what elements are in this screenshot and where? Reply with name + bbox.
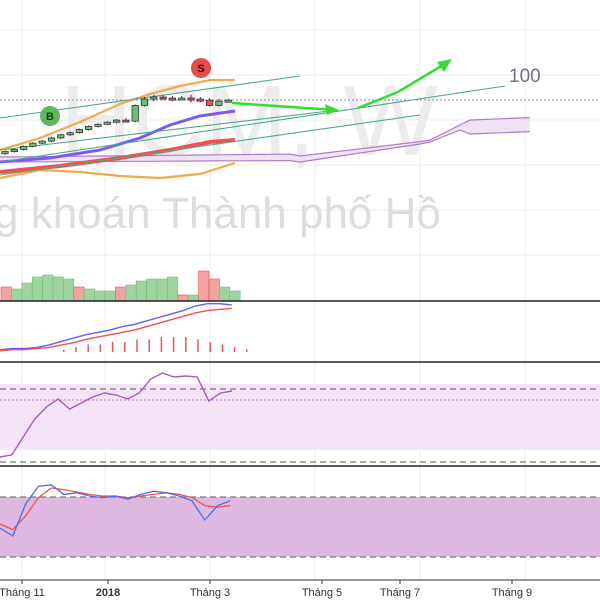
candle [159,96,167,100]
candle [205,99,214,106]
x-tick-label: Tháng 11 [0,587,45,599]
signal-buy: B [40,106,60,126]
volume-bar [146,278,158,302]
volume-bar [208,278,220,302]
signal-badge [191,58,211,78]
volume-bar [187,294,199,302]
ma-fast-line [0,109,236,164]
candle [29,142,37,147]
x-axis: Tháng 11 2018 Tháng 3 Tháng 5 Tháng 7 Tháng 9 [0,579,600,599]
candle [150,96,158,100]
trend-line [0,85,506,163]
candle [178,97,186,101]
candle [66,132,74,136]
stochastic-indicator [0,484,600,558]
forecast-arrow-2 [357,60,449,110]
signal-markers: BS [40,58,211,126]
candle [215,100,223,106]
candle [187,97,195,101]
x-tick-label: Tháng 9 [492,587,532,599]
candle [122,119,130,123]
volume-bar [31,276,43,302]
fib-level-label: 100 [509,66,541,87]
candle [10,149,18,152]
volume-bar [167,276,179,302]
signal-label: B [46,111,54,123]
signal-sell: S [191,58,211,78]
candle [131,105,139,122]
volume-bar [177,294,189,302]
rsi-band-fill [0,384,600,450]
volume-bar [42,274,54,302]
rsi-line [0,372,233,458]
forecast-arrowhead-1 [325,104,339,115]
macd-signal-line [0,307,232,352]
trend-line [0,109,339,151]
grid-lines [0,0,600,580]
rsi-indicator [0,372,600,463]
volume-bars [0,270,241,302]
candle [103,121,111,125]
candle [19,145,28,150]
candle [140,98,149,106]
volume-bar [11,288,23,302]
candle [94,123,102,127]
volume-bar [21,282,33,302]
trend-line [0,114,421,176]
candle [57,134,65,139]
volume-bar [156,278,168,302]
candlestick-series [1,94,232,155]
volume-bar [52,276,64,302]
x-tick-label: Tháng 7 [380,587,420,599]
volume-bar [135,280,147,302]
candle [196,98,204,102]
candle [113,119,121,123]
forecast-arrows[interactable] [231,59,452,115]
x-tick-label: Tháng 5 [302,587,342,599]
forecast-arrow-1 [231,101,336,112]
volume-bar [219,286,231,302]
x-tick-label: Tháng 3 [190,587,230,599]
volume-bar [104,290,116,302]
watermark-company: g khoán Thành phố Hồ [0,189,441,238]
volume-bar [94,290,106,302]
candle [75,129,83,134]
macd-indicator [0,303,248,352]
signal-label: S [197,63,204,75]
candle [1,151,9,155]
candle [168,97,176,101]
pane-separators[interactable] [0,300,600,467]
forecast-arrowhead-2 [437,59,452,72]
volume-bar [0,286,12,302]
candle [38,140,46,144]
macd-line [0,303,232,351]
volume-bar [229,290,241,302]
signal-badge [40,106,60,126]
volume-bar [83,288,95,302]
stoch-k-line [0,484,231,537]
candle [85,126,93,130]
stoch-band-fill [0,497,600,557]
volume-bar [125,284,137,302]
volume-bar [198,270,210,302]
volume-bar [63,278,75,302]
candle [47,137,56,142]
volume-bar [115,286,127,302]
cloud-span-a [0,117,531,158]
volume-bar [73,286,85,302]
x-tick-label: 2018 [96,587,120,599]
candle [224,99,232,103]
